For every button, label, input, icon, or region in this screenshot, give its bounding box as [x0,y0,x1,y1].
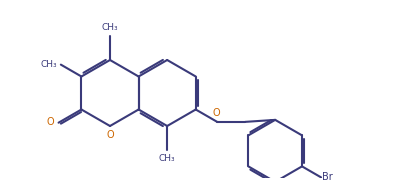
Text: Br: Br [322,172,333,182]
Text: O: O [212,108,220,118]
Text: CH₃: CH₃ [102,23,118,32]
Text: O: O [106,131,114,140]
Text: O: O [47,117,54,127]
Text: CH₃: CH₃ [40,60,57,69]
Text: CH₃: CH₃ [159,154,176,163]
